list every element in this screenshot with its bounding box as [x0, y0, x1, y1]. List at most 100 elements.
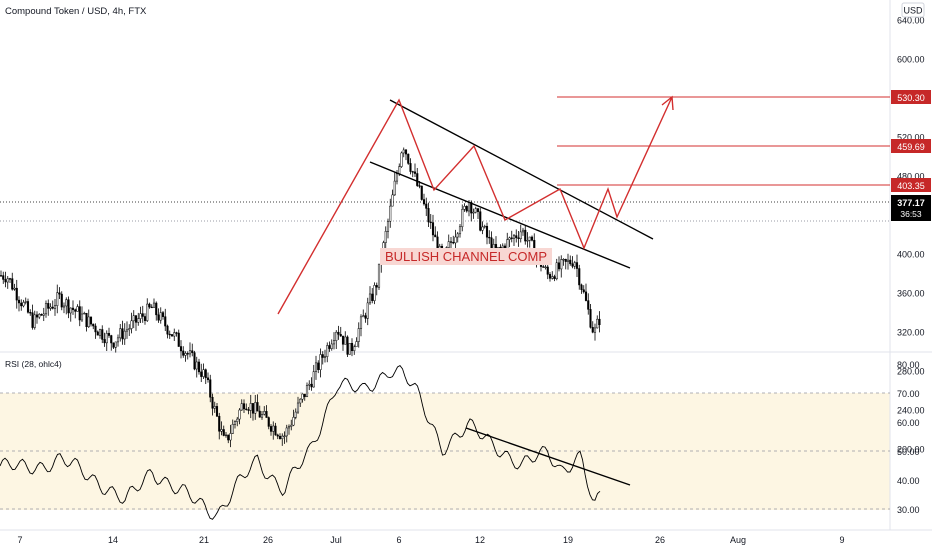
- candle-body: [128, 328, 131, 331]
- candle-body: [339, 334, 342, 337]
- candle-body: [76, 306, 79, 312]
- candle-body: [224, 434, 228, 437]
- candle-body: [159, 312, 162, 321]
- candle-body: [407, 153, 410, 164]
- candle-body: [373, 285, 376, 301]
- candle-body: [197, 361, 201, 373]
- candle-body: [546, 266, 549, 275]
- candle-body: [375, 285, 378, 288]
- candle-body: [510, 237, 513, 239]
- candle-body: [591, 327, 594, 333]
- price-tick-label: 400.00: [897, 250, 925, 260]
- label-403-bg: [891, 178, 931, 192]
- candle-body: [449, 241, 453, 243]
- candle-body: [386, 221, 390, 232]
- candle-body: [587, 300, 590, 310]
- candle-body: [384, 231, 387, 243]
- candle-body: [553, 276, 556, 280]
- candle-body: [132, 315, 135, 322]
- candle-body: [458, 226, 462, 235]
- candle-body: [123, 330, 126, 340]
- candle-body: [314, 362, 318, 372]
- candle-body: [301, 393, 304, 400]
- candle-body: [193, 352, 196, 370]
- currency-button[interactable]: [901, 2, 925, 18]
- candle-body: [299, 398, 302, 404]
- pattern-path: [277, 96, 673, 315]
- candle-body: [551, 276, 554, 279]
- candle-body: [344, 336, 347, 345]
- time-tick-label: 14: [108, 535, 118, 545]
- candle-body: [245, 408, 248, 410]
- candle-body: [598, 318, 601, 326]
- candle-body: [593, 327, 597, 333]
- candle-body: [242, 403, 246, 410]
- candle-body: [105, 333, 108, 344]
- candle-body: [391, 194, 394, 207]
- candle-body: [148, 303, 151, 308]
- candle-body: [582, 289, 585, 293]
- candle-body: [285, 427, 288, 437]
- candle-body: [393, 180, 396, 196]
- candle-body: [584, 291, 588, 301]
- candle-body: [85, 312, 88, 328]
- candle-body: [220, 429, 223, 432]
- rsi-axis-ticks: 80.00 70.00 60.00 50.00 40.00 30.00: [897, 360, 920, 515]
- candle-body: [119, 328, 122, 339]
- candle-body: [17, 299, 21, 304]
- time-tick-label: 21: [199, 535, 209, 545]
- candle-body: [575, 262, 579, 269]
- candle-body: [364, 315, 367, 319]
- current-price-value: 377.17: [897, 198, 925, 208]
- candle-body: [251, 403, 255, 414]
- candle-body: [398, 166, 401, 175]
- time-tick-label: 19: [563, 535, 573, 545]
- candle-body: [15, 287, 18, 301]
- candle-body: [112, 342, 115, 348]
- candle-body: [168, 333, 171, 336]
- candle-body: [35, 314, 39, 318]
- time-tick-label: Jul: [330, 535, 342, 545]
- candle-body: [96, 331, 99, 336]
- candle-body: [402, 149, 405, 154]
- candle-body: [330, 343, 333, 349]
- candle-body: [337, 331, 340, 335]
- candle-body: [200, 371, 203, 377]
- candle-body: [578, 268, 581, 286]
- current-price-bg: [891, 195, 931, 221]
- price-tick-label: 360.00: [897, 289, 925, 299]
- candlestick-series: [0, 147, 601, 448]
- rsi-trendline: [465, 427, 631, 486]
- candle-body: [170, 334, 174, 337]
- candle-body: [143, 316, 147, 321]
- candle-body: [272, 425, 275, 432]
- price-tick-label: 640.00: [897, 16, 925, 26]
- candle-body: [155, 302, 158, 316]
- candle-body: [359, 316, 363, 329]
- rsi-tick-label: 60.00: [897, 418, 920, 428]
- candle-body: [125, 329, 129, 332]
- candle-body: [182, 350, 185, 356]
- candle-body: [274, 425, 277, 436]
- candle-body: [371, 293, 374, 301]
- time-tick-label: 7: [17, 535, 22, 545]
- candle-body: [202, 369, 205, 377]
- candle-body: [528, 236, 531, 241]
- candle-body: [596, 318, 599, 329]
- candle-body: [454, 236, 457, 244]
- candle-body: [292, 417, 295, 426]
- candle-body: [94, 325, 97, 333]
- candle-body: [305, 384, 309, 398]
- candle-body: [92, 323, 95, 327]
- candle-body: [206, 377, 210, 380]
- candle-body: [303, 393, 306, 398]
- candle-body: [11, 278, 14, 290]
- candle-body: [348, 343, 351, 355]
- candle-body: [150, 306, 153, 309]
- time-tick-label: 12: [475, 535, 485, 545]
- channel-lower-line: [369, 161, 631, 269]
- candle-body: [179, 346, 183, 352]
- rsi-tick-label: 30.00: [897, 505, 920, 515]
- candle-body: [517, 237, 520, 239]
